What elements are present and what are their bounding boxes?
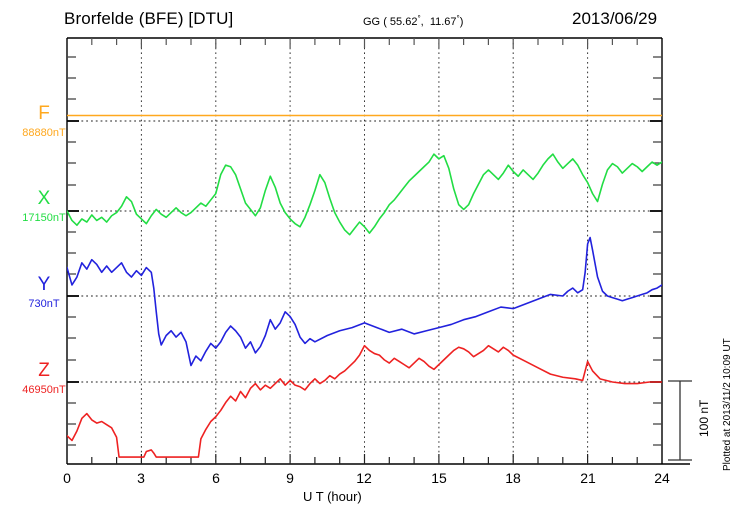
data-traces — [67, 114, 662, 458]
xtick-label-12: 12 — [356, 470, 372, 486]
plotted-at-stamp: Plotted at 2013/11/2 10:09 UT — [722, 338, 730, 471]
component-letter-z: Z — [38, 360, 50, 381]
geo-latitude: 55.62 — [389, 16, 418, 28]
component-letter-y: Y — [37, 274, 51, 295]
xtick-label-24: 24 — [654, 470, 670, 486]
observation-date: 2013/06/29 — [572, 9, 658, 28]
geo-open-paren: ( — [383, 16, 390, 28]
bottom-axis-ticks — [91, 454, 638, 464]
component-baseline-z: 46950nT — [22, 384, 66, 396]
geographic-coordinates: GG ( 55.62°, 11.67°) — [363, 14, 463, 28]
trace-y — [67, 236, 662, 367]
page-title: Brorfelde (BFE) [DTU] — [64, 9, 234, 28]
component-baseline-y: 730nT — [28, 298, 60, 310]
top-axis-ticks — [91, 38, 638, 48]
geo-close-paren: ) — [459, 16, 464, 28]
trace-z — [67, 344, 662, 458]
xtick-label-0: 0 — [63, 470, 71, 486]
xtick-label-9: 9 — [286, 470, 294, 486]
xtick-label-15: 15 — [431, 470, 447, 486]
plot-frame — [66, 37, 690, 465]
scale-bar — [668, 380, 692, 461]
component-letter-x: X — [37, 188, 51, 209]
right-axis-ticks — [650, 56, 662, 446]
left-axis-ticks — [67, 56, 79, 446]
scale-bar-label: 100 nT — [697, 399, 711, 437]
x-axis-title: U T (hour) — [303, 489, 362, 504]
trace-x — [67, 153, 662, 236]
geo-separator: , — [420, 16, 430, 28]
geo-prefix: GG — [363, 16, 381, 28]
component-letter-f: F — [38, 103, 50, 124]
degree-symbol-lon: ° — [456, 14, 460, 23]
component-baseline-f: 88880nT — [22, 127, 66, 139]
xtick-label-18: 18 — [505, 470, 521, 486]
xtick-label-21: 21 — [580, 470, 596, 486]
component-baseline-x: 17150nT — [22, 212, 66, 224]
xtick-label-6: 6 — [212, 470, 220, 486]
degree-symbol-lat: ° — [417, 14, 421, 23]
geo-longitude: 11.67 — [429, 16, 457, 28]
vertical-gridlines — [140, 38, 589, 464]
xtick-label-3: 3 — [137, 470, 145, 486]
